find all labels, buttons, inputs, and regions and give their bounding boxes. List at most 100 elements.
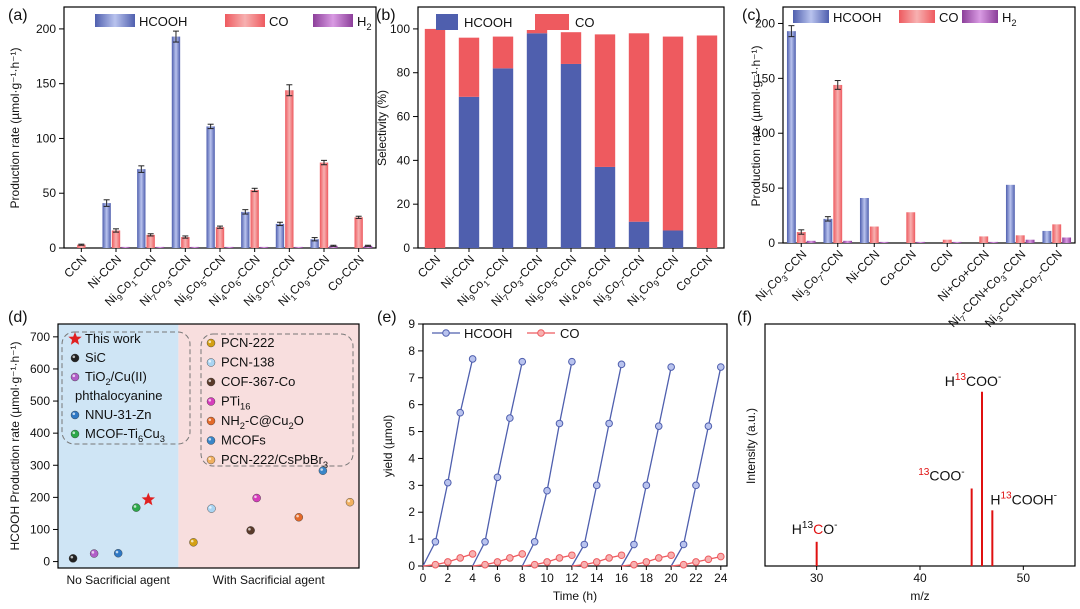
series-line-hcooh — [670, 366, 722, 567]
y-tick-label: 3 — [408, 478, 415, 492]
bar-co — [696, 35, 718, 249]
y-tick-label: 700 — [30, 330, 50, 344]
bar-hcooh — [662, 230, 684, 248]
x-tick-label: Ni-CCN — [843, 247, 882, 286]
bar-co — [458, 37, 480, 97]
y-tick-label: 1 — [408, 532, 415, 546]
data-point-hcooh — [468, 355, 477, 363]
bar-h2 — [989, 241, 999, 243]
legend-label: phthalocyanine — [75, 388, 162, 403]
marker-highlight — [72, 412, 76, 416]
legend-box-right — [200, 333, 354, 467]
legend-marker — [206, 358, 216, 367]
bar-h2 — [155, 246, 165, 248]
marker-highlight — [91, 551, 95, 554]
legend-label: MCOF-Ti6Cu3 — [85, 426, 165, 444]
chart-a: 050100150200CCNNi-CCNNi9Co1-CCNNi7Co3-CC… — [8, 6, 377, 309]
y-tick-label: 0 — [49, 241, 56, 255]
legend-marker — [70, 353, 80, 363]
legend-label: PCN-138 — [221, 355, 274, 370]
data-point-hcooh — [580, 540, 589, 549]
data-point-hcooh — [716, 363, 725, 371]
y-tick-label: 40 — [397, 153, 411, 167]
x-tick-label: 18 — [640, 571, 654, 585]
x-tick-label: 2 — [444, 571, 451, 585]
legend-swatch-hcooh — [95, 14, 135, 27]
x-axis-title: Time (h) — [553, 589, 597, 603]
bar-co — [1015, 235, 1025, 243]
x-tick-label: 22 — [689, 571, 703, 585]
chart-f: 30 40 50 (f) Intensity (a.u.) m/z H13CO- 13COO-… — [737, 309, 1076, 603]
x-tick-label: 10 — [540, 571, 554, 585]
bar-co — [662, 36, 684, 231]
plot-frame — [782, 6, 1076, 244]
x-tick-label: Co-CCN — [877, 247, 919, 289]
bar-hcooh — [458, 96, 480, 248]
bar-h2 — [121, 246, 130, 248]
y-tick-label: 400 — [30, 426, 50, 440]
peak-label: H13COO- — [945, 372, 1002, 389]
marker-highlight — [208, 438, 212, 441]
data-point-co — [530, 560, 539, 569]
marker-highlight — [208, 457, 212, 461]
data-point-co — [692, 558, 700, 566]
marker-highlight — [208, 360, 212, 363]
x-tick-label: 50 — [1017, 571, 1031, 585]
data-point-co — [555, 554, 564, 562]
data-point — [318, 466, 328, 475]
bar-hcooh — [1042, 230, 1052, 243]
marker-highlight — [320, 468, 323, 471]
legend-swatch-co — [225, 14, 265, 27]
legend-label-co: CO — [560, 326, 580, 341]
bar-h2 — [329, 245, 338, 248]
data-point-hcooh — [704, 422, 713, 430]
plot-frame — [57, 323, 360, 569]
bar-co — [560, 32, 582, 64]
data-point — [113, 549, 123, 558]
bar-co — [628, 33, 650, 222]
data-point-co — [518, 550, 527, 558]
legend-marker — [68, 332, 82, 345]
legend-label-hcooh: HCOOH — [139, 14, 187, 29]
data-point-hcooh — [654, 422, 663, 430]
data-point-hcooh — [506, 414, 514, 422]
data-point-co — [654, 554, 663, 562]
data-point-hcooh — [617, 360, 626, 369]
y-tick-label: 600 — [30, 362, 50, 376]
bar-hcooh — [628, 221, 650, 248]
peak-label: 13COO- — [918, 467, 964, 484]
bar-hcooh — [310, 239, 319, 248]
data-point-hcooh — [444, 478, 452, 487]
chart-d: No Sacrificial agent With Sacrificial age… — [8, 309, 360, 587]
x-tick-label: 24 — [714, 571, 728, 585]
bar-h2 — [879, 241, 889, 243]
legend-marker — [206, 397, 216, 406]
chart-b: 020406080100CCNNi-CCNNi9Co1-CCNNi7Co3-CC… — [375, 6, 725, 309]
x-tick-label: 40 — [913, 571, 927, 585]
y-tick-label: 0 — [768, 236, 775, 250]
y-tick-label: 80 — [397, 66, 411, 80]
data-point-hcooh — [543, 486, 551, 495]
bar-hcooh — [275, 223, 285, 248]
legend-label: PTi16 — [221, 394, 250, 412]
bar-h2 — [294, 246, 303, 248]
bar-hcooh — [823, 218, 833, 243]
panel-label: (b) — [376, 7, 396, 24]
panel-label: (d) — [8, 309, 28, 326]
legend-label: COF-367-Co — [221, 374, 295, 389]
legend-label-co: CO — [939, 10, 959, 25]
bar-hcooh — [526, 33, 548, 248]
y-tick-label: 150 — [36, 77, 56, 91]
bar-co — [354, 217, 363, 248]
x-tick-label: 30 — [810, 571, 824, 585]
data-point — [68, 554, 78, 563]
data-point-co — [456, 554, 465, 562]
bar-h2 — [259, 246, 269, 248]
y-tick-label: 0 — [43, 555, 50, 569]
data-point-co — [630, 560, 638, 569]
y-axis-title: HCOOH Production rate (µmol·g⁻¹·h⁻¹) — [8, 342, 22, 551]
marker-highlight — [208, 418, 212, 422]
marker-highlight — [208, 399, 212, 402]
marker-highlight — [70, 555, 74, 559]
bar-h2 — [190, 246, 199, 248]
